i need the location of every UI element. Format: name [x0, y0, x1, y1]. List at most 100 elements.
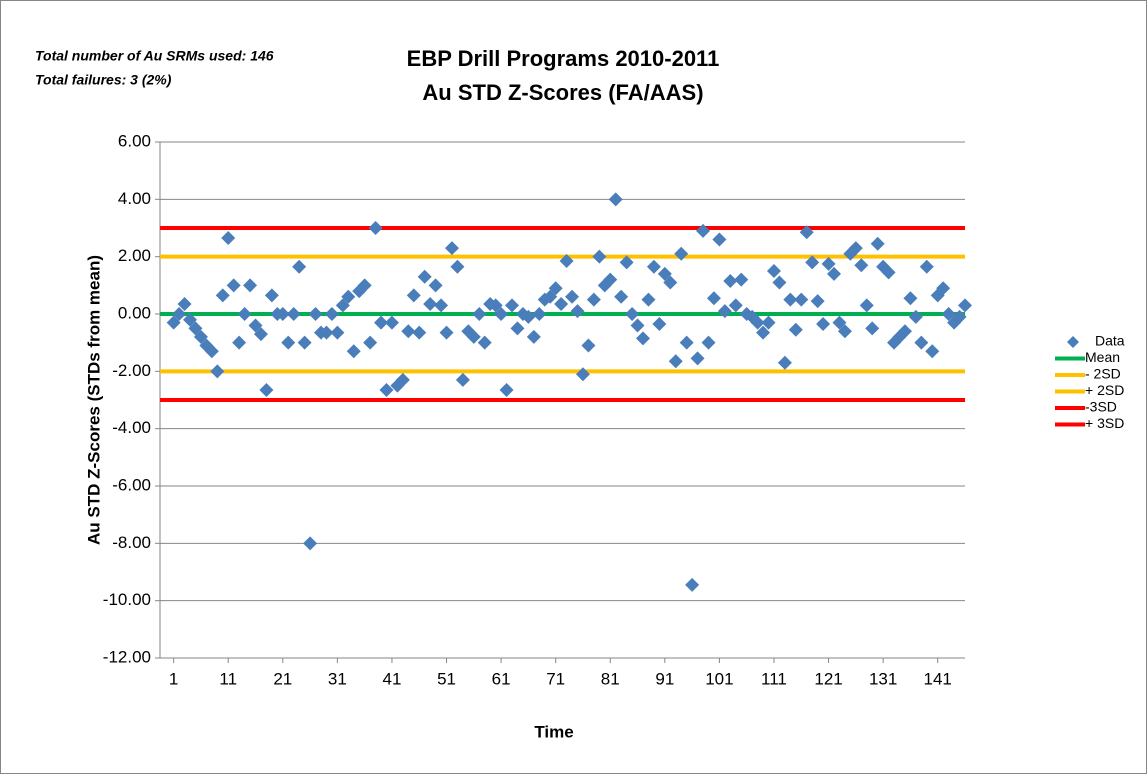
- data-point: [395, 372, 410, 387]
- data-point: [652, 317, 667, 332]
- y-tick-label: -12.00: [103, 647, 151, 666]
- data-point: [848, 241, 863, 256]
- data-point: [221, 231, 236, 246]
- data-point: [286, 307, 301, 321]
- data-point: [859, 298, 874, 313]
- data-point: [335, 298, 350, 313]
- data-point: [172, 307, 187, 321]
- legend-label: Data: [1095, 333, 1125, 349]
- data-point: [204, 344, 219, 359]
- data-point: [706, 291, 721, 306]
- data-point: [210, 364, 225, 379]
- legend-label: Mean: [1085, 349, 1120, 365]
- data-point: [570, 304, 585, 319]
- data-point: [701, 335, 716, 350]
- x-tick-label: 21: [273, 669, 292, 688]
- x-tick-label: 51: [437, 669, 456, 688]
- data-point: [837, 324, 852, 339]
- data-point: [608, 192, 623, 207]
- y-tick-label: -2.00: [112, 361, 151, 380]
- data-point: [794, 292, 809, 307]
- data-point: [586, 292, 601, 307]
- data-point: [914, 335, 929, 350]
- data-point: [559, 253, 574, 268]
- data-point: [663, 275, 678, 290]
- legend-label: -3SD: [1085, 399, 1117, 415]
- data-point: [777, 355, 792, 370]
- data-point: [827, 266, 842, 281]
- data-point: [346, 344, 361, 359]
- data-point: [444, 241, 459, 256]
- annotation: Total failures: 3 (2%): [35, 72, 172, 88]
- data-point: [772, 275, 787, 290]
- data-point: [636, 331, 650, 346]
- data-point: [734, 272, 749, 287]
- data-point: [363, 335, 378, 350]
- data-point: [455, 372, 470, 387]
- data-point: [412, 325, 427, 340]
- chart-title: Au STD Z-Scores (FA/AAS): [422, 80, 703, 105]
- data-point: [505, 298, 520, 313]
- y-tick-label: 0.00: [118, 303, 151, 322]
- data-point: [958, 298, 972, 313]
- data-point: [696, 223, 711, 238]
- data-point: [308, 307, 323, 321]
- data-point: [750, 315, 765, 330]
- data-point: [788, 322, 803, 337]
- data-point: [466, 329, 481, 344]
- data-point: [903, 291, 918, 306]
- y-tick-label: 6.00: [118, 131, 151, 150]
- data-point: [897, 324, 912, 339]
- data-point: [193, 329, 208, 344]
- data-point: [401, 324, 416, 339]
- data-point: [406, 288, 421, 303]
- x-tick-label: 81: [601, 669, 620, 688]
- data-point: [816, 317, 831, 332]
- y-tick-label: -8.00: [112, 533, 151, 552]
- data-point: [543, 289, 558, 304]
- data-point: [253, 327, 268, 342]
- y-tick-label: 2.00: [118, 246, 151, 265]
- data-point: [384, 315, 399, 330]
- data-point: [625, 307, 640, 321]
- data-point: [810, 294, 825, 309]
- data-point: [248, 318, 263, 333]
- x-tick-label: 61: [492, 669, 511, 688]
- x-tick-label: 71: [546, 669, 565, 688]
- data-point: [919, 259, 934, 274]
- data-point: [668, 354, 683, 369]
- x-tick-label: 101: [705, 669, 733, 688]
- data-point: [619, 255, 634, 270]
- data-point: [303, 536, 318, 551]
- data-point: [799, 225, 814, 240]
- data-point: [865, 321, 880, 336]
- data-point: [821, 256, 836, 271]
- data-point: [243, 278, 258, 293]
- data-point: [319, 325, 334, 340]
- data-point: [494, 307, 509, 321]
- data-point: [805, 255, 820, 270]
- data-point: [630, 318, 645, 333]
- x-tick-label: 1: [169, 669, 178, 688]
- data-point: [226, 278, 241, 293]
- data-point: [232, 335, 247, 350]
- data-point: [685, 577, 700, 592]
- data-point: [581, 338, 596, 353]
- data-point: [434, 298, 449, 313]
- data-point: [756, 325, 771, 340]
- y-axis-label: Au STD Z-Scores (STDs from mean): [84, 255, 103, 545]
- data-point: [417, 269, 432, 284]
- data-point: [379, 382, 394, 397]
- data-point: [521, 309, 536, 324]
- data-point: [477, 335, 492, 350]
- y-tick-label: 4.00: [118, 189, 151, 208]
- data-point: [761, 315, 776, 330]
- x-tick-label: 141: [924, 669, 952, 688]
- data-point: [565, 289, 580, 304]
- data-point: [428, 278, 443, 293]
- legend-label: + 2SD: [1085, 382, 1124, 398]
- data-point: [766, 264, 781, 278]
- y-tick-label: -10.00: [103, 590, 151, 609]
- data-point: [575, 367, 590, 382]
- data-point: [870, 236, 885, 251]
